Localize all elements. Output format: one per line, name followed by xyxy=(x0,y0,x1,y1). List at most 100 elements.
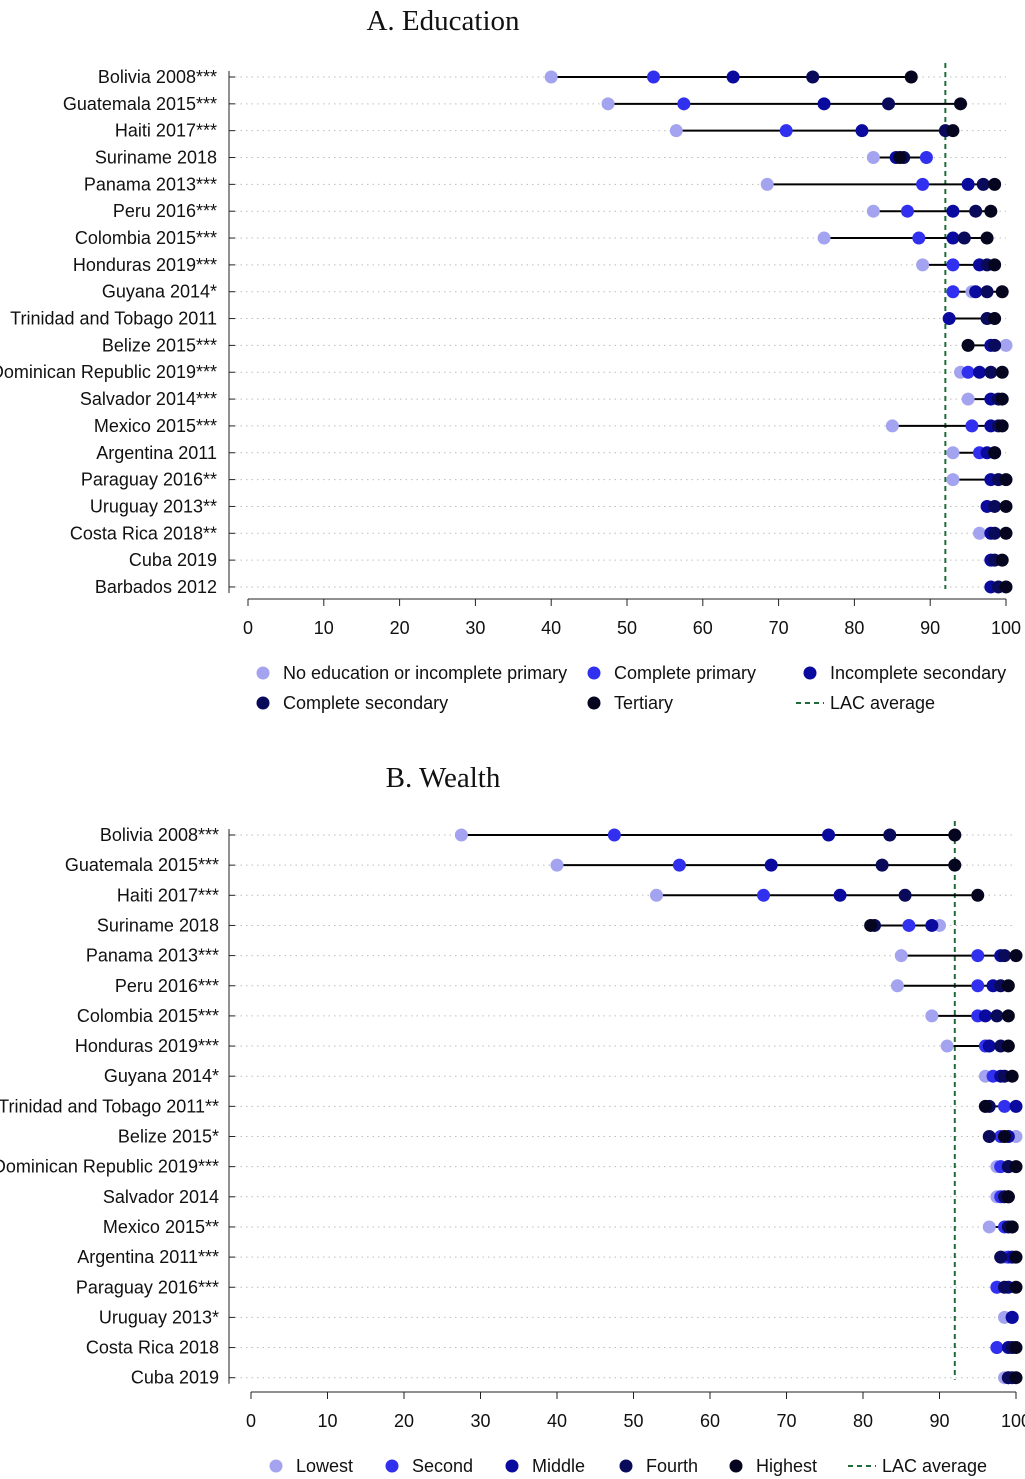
category-label: Costa Rica 2018 xyxy=(86,1338,219,1358)
data-point xyxy=(982,1130,996,1143)
data-point xyxy=(995,365,1009,379)
x-tick-label: 20 xyxy=(390,618,410,638)
category-label: Argentina 2011 xyxy=(96,443,217,463)
legend-label: Fourth xyxy=(646,1456,698,1476)
category-label: Haiti 2017*** xyxy=(117,885,219,905)
data-point xyxy=(1009,1280,1023,1294)
category-label: Salvador 2014*** xyxy=(80,389,217,409)
category-label: Mexico 2015*** xyxy=(94,416,217,436)
category-label: Cuba 2019 xyxy=(131,1368,219,1388)
data-point xyxy=(817,231,831,245)
legend-marker xyxy=(256,666,270,680)
x-tick-label: 80 xyxy=(844,618,864,638)
category-label: Suriname 2018 xyxy=(97,915,219,935)
legend-marker xyxy=(803,666,817,680)
data-point xyxy=(969,285,983,299)
category-label: Panama 2013*** xyxy=(84,174,217,194)
category-label: Trinidad and Tobago 2011** xyxy=(0,1096,219,1116)
category-label: Belize 2015*** xyxy=(102,335,217,355)
data-point xyxy=(948,828,962,842)
category-label: Colombia 2015*** xyxy=(75,228,217,248)
data-point xyxy=(883,828,897,842)
data-point xyxy=(998,1130,1012,1143)
data-point xyxy=(980,231,994,245)
data-point xyxy=(864,918,878,932)
data-point xyxy=(946,231,960,245)
category-label: Costa Rica 2018** xyxy=(70,523,217,543)
data-point xyxy=(961,338,975,352)
category-label: Cuba 2019 xyxy=(129,550,217,570)
data-point xyxy=(999,499,1013,513)
data-point xyxy=(817,97,831,111)
data-point xyxy=(984,204,998,218)
data-point xyxy=(672,858,686,872)
data-point xyxy=(990,1009,1004,1023)
x-tick-label: 10 xyxy=(314,618,334,638)
wealth-panel: B. Wealth Bolivia 2008*** Guatemala 2015*… xyxy=(0,762,1025,1476)
data-point xyxy=(995,553,1009,567)
legend-marker xyxy=(269,1459,283,1473)
legend-marker xyxy=(729,1459,743,1473)
data-point xyxy=(988,312,1002,326)
data-point xyxy=(999,526,1013,540)
legend-label: Middle xyxy=(532,1456,585,1476)
data-point xyxy=(1009,1160,1023,1174)
x-tick-label: 30 xyxy=(465,618,485,638)
data-point xyxy=(1009,1099,1023,1113)
legend-marker xyxy=(505,1459,519,1473)
wealth-title: B. Wealth xyxy=(386,762,501,794)
data-point xyxy=(1009,1341,1023,1355)
data-point xyxy=(669,124,683,138)
data-point xyxy=(866,204,880,218)
data-point xyxy=(890,979,904,993)
data-point xyxy=(1005,1069,1019,1083)
data-point xyxy=(1001,1039,1015,1053)
legend-marker xyxy=(385,1459,399,1473)
x-tick-label: 0 xyxy=(243,618,253,638)
data-point xyxy=(961,365,975,379)
category-label: Guatemala 2015*** xyxy=(63,94,217,114)
data-point xyxy=(999,473,1013,487)
category-label: Honduras 2019*** xyxy=(75,1036,219,1056)
legend-marker xyxy=(587,696,601,710)
data-point xyxy=(965,419,979,433)
category-label: Guyana 2014* xyxy=(104,1066,219,1086)
data-point xyxy=(875,858,889,872)
data-point xyxy=(995,285,1009,299)
legend-marker xyxy=(619,1459,633,1473)
data-point xyxy=(988,446,1002,460)
category-label: Uruguay 2013** xyxy=(90,496,217,516)
data-point xyxy=(972,526,986,540)
data-point xyxy=(978,1099,992,1113)
category-label: Guatemala 2015*** xyxy=(65,855,219,875)
data-point xyxy=(898,888,912,902)
category-label: Paraguay 2016** xyxy=(81,470,217,490)
data-point xyxy=(806,70,820,84)
category-label: Peru 2016*** xyxy=(115,976,219,996)
data-point xyxy=(919,151,933,165)
data-point xyxy=(999,338,1013,352)
legend-marker xyxy=(256,696,270,710)
category-label: Haiti 2017*** xyxy=(115,121,217,141)
data-point xyxy=(999,580,1013,594)
data-point xyxy=(1009,1371,1023,1385)
data-point xyxy=(946,446,960,460)
category-label: Barbados 2012 xyxy=(95,577,217,597)
x-tick-label: 30 xyxy=(470,1411,490,1431)
data-point xyxy=(902,918,916,932)
data-point xyxy=(988,177,1002,191)
legend-marker xyxy=(587,666,601,680)
category-label: Panama 2013*** xyxy=(86,946,219,966)
data-point xyxy=(976,177,990,191)
data-point xyxy=(912,231,926,245)
x-tick-label: 50 xyxy=(623,1411,643,1431)
data-point xyxy=(885,419,899,433)
x-tick-label: 40 xyxy=(547,1411,567,1431)
category-label: Trinidad and Tobago 2011 xyxy=(10,309,217,329)
category-label: Bolivia 2008*** xyxy=(100,825,219,845)
data-point xyxy=(946,204,960,218)
data-point xyxy=(1009,1250,1023,1264)
data-point xyxy=(971,949,985,963)
legend-label: Incomplete secondary xyxy=(830,663,1006,683)
data-point xyxy=(957,231,971,245)
